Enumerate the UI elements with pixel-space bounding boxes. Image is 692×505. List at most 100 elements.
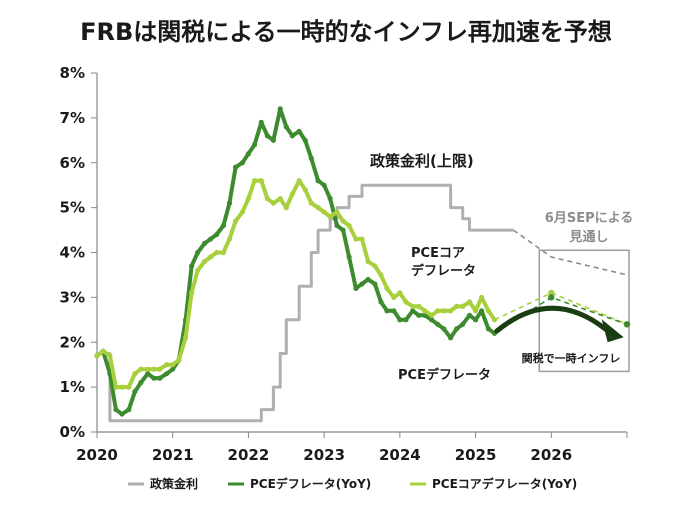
pce-point: [302, 137, 308, 143]
core-pce-point: [466, 299, 473, 305]
core-pce-point: [94, 353, 100, 359]
core-label-line2: デフレータ: [411, 263, 476, 279]
pce-point: [441, 326, 447, 332]
pce-point: [321, 182, 327, 188]
pce-point: [397, 317, 403, 323]
core-pce-point: [289, 191, 295, 197]
core-pce-point: [258, 178, 264, 184]
pce-point: [472, 317, 479, 323]
pce-point: [214, 231, 220, 238]
core-pce-point: [460, 303, 466, 309]
sep-label-line1: 6月SEPによる: [545, 211, 633, 226]
policy-rate-legend-label: 政策金利: [150, 476, 198, 491]
core-pce-point: [479, 294, 485, 300]
pce-point: [277, 106, 283, 112]
core-pce-point: [429, 312, 435, 318]
legend: 政策金利 PCEデフレータ(YoY) PCEコアデフレータ(YoY): [128, 476, 577, 491]
pce-point: [460, 321, 466, 327]
pce-point: [113, 406, 119, 413]
core-pce-point: [447, 308, 454, 314]
pce-point: [138, 380, 144, 386]
core-pce-point: [308, 200, 314, 206]
y-ticks: 0% 1% 2% 3% 4% 5% 6% 7% 8%: [60, 64, 97, 441]
pce-point: [327, 196, 333, 202]
core-pce-point: [119, 384, 125, 390]
core-pce-point: [403, 299, 409, 305]
core-pce-point: [157, 366, 163, 372]
core-pce-point: [441, 308, 447, 314]
y-tick-label: 5%: [60, 199, 85, 217]
core-pce-point: [170, 362, 176, 368]
y-tick-label: 3%: [60, 288, 85, 306]
pce-point: [340, 227, 346, 233]
core-label-line1: PCEコア: [411, 246, 465, 261]
x-tick-label: 2020: [76, 446, 118, 464]
core-pce-point: [220, 249, 227, 256]
pce-point: [220, 222, 227, 229]
policy-rate-line: [97, 183, 514, 423]
pce-point: [359, 281, 365, 287]
core-pce-point: [372, 263, 378, 269]
pce-point: [410, 308, 416, 314]
pce-point: [372, 281, 378, 287]
core-pce-point: [435, 308, 441, 314]
y-tick-label: 8%: [60, 64, 85, 82]
pce-label: PCEデフレータ: [398, 367, 491, 383]
pce-point: [485, 326, 492, 332]
pce-point: [226, 200, 233, 206]
core-pce-point: [321, 209, 327, 215]
pce-legend-label: PCEデフレータ(YoY): [250, 476, 371, 491]
core-pce-point: [239, 209, 245, 215]
core-pce-point: [327, 214, 333, 220]
core-pce-point: [232, 218, 239, 224]
x-tick-label: 2023: [303, 446, 345, 464]
core-pce-point: [472, 308, 479, 314]
core-pce-point: [277, 196, 283, 202]
core-pce-point: [491, 317, 498, 323]
core-pce-point: [100, 348, 106, 354]
core-pce-point: [378, 272, 384, 278]
core-pce-point: [126, 384, 132, 390]
core-pce-point: [151, 366, 157, 372]
tariff-arrow: [494, 305, 609, 334]
core-pce-point: [264, 196, 270, 202]
core-pce-point: [182, 335, 189, 341]
core-pce-point: [422, 308, 428, 314]
pce-point: [232, 164, 239, 170]
pce-point: [447, 335, 454, 341]
core-pce-point: [353, 236, 359, 242]
core-pce-point: [410, 303, 416, 309]
pce-point: [334, 222, 340, 229]
sep-label-line2: 見通し: [568, 229, 608, 245]
pce-point: [289, 133, 295, 139]
core-pce-point: [346, 222, 352, 229]
core-pce-point: [189, 290, 195, 296]
core-pce-point: [107, 353, 113, 359]
core-pce-projection-line: [494, 292, 628, 326]
pce-point: [454, 326, 460, 332]
core-pce-point: [251, 178, 258, 184]
y-tick-label: 4%: [60, 244, 85, 262]
pce-point: [283, 124, 289, 130]
pce-point: [346, 254, 352, 260]
pce-point: [264, 133, 270, 139]
pce-point: [258, 119, 264, 125]
pce-point: [429, 317, 435, 323]
core-pce-point: [296, 178, 302, 184]
pce-point: [189, 263, 195, 269]
x-tick-label: 2022: [228, 446, 270, 464]
pce-point: [296, 128, 302, 134]
core-pce-point: [416, 303, 422, 309]
pce-point: [435, 321, 441, 327]
pce-point: [207, 236, 214, 242]
core-pce-point: [397, 290, 403, 296]
pce-point: [145, 371, 151, 377]
pce-point: [251, 142, 258, 148]
core-pce-point: [340, 218, 346, 224]
core-pce-point: [365, 258, 371, 265]
chart-title: FRBは関税による一時的なインフレ再加速を予想: [80, 18, 612, 46]
core-pce-point: [164, 362, 170, 368]
core-pce-point: [302, 187, 308, 193]
pce-point: [466, 312, 473, 318]
